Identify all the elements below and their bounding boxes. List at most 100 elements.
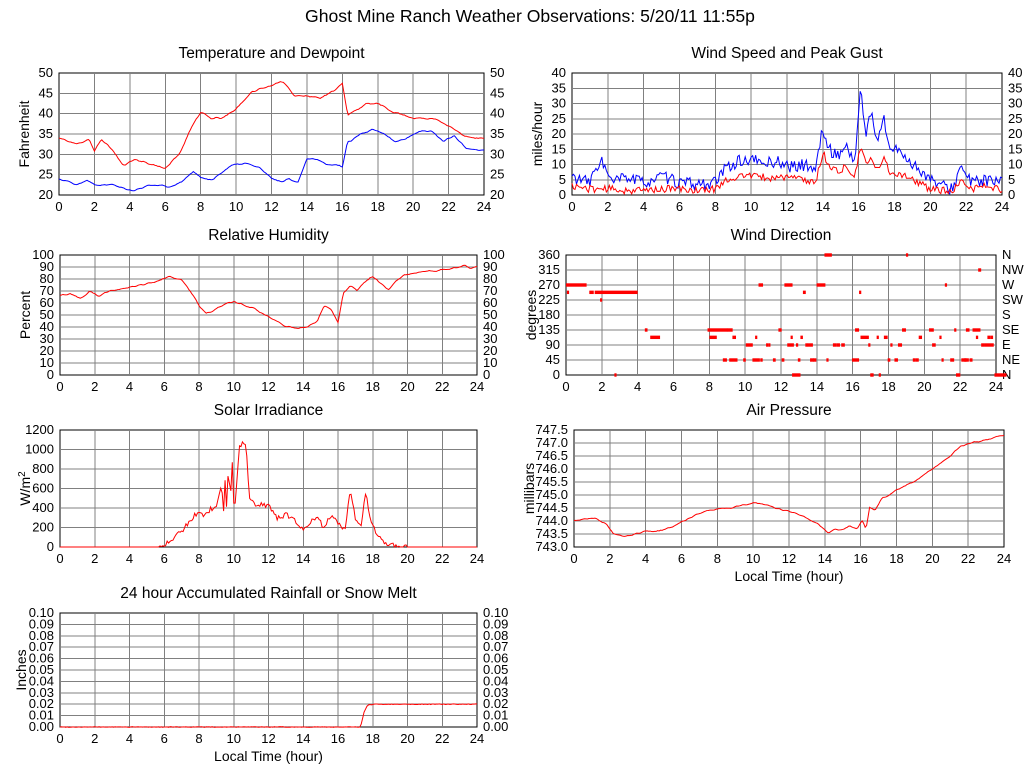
svg-text:20: 20 [39,187,53,202]
svg-text:20: 20 [490,187,504,202]
svg-text:10: 10 [227,379,241,394]
svg-text:18: 18 [889,551,903,566]
svg-text:18: 18 [887,199,901,214]
svg-text:22: 22 [435,379,449,394]
svg-text:8: 8 [195,551,202,566]
svg-text:20: 20 [552,126,566,141]
svg-text:22: 22 [435,731,449,746]
svg-text:8: 8 [714,551,721,566]
svg-text:747.5: 747.5 [535,422,568,437]
svg-text:25: 25 [490,167,504,182]
svg-text:20: 20 [923,199,937,214]
svg-text:16: 16 [853,551,867,566]
svg-text:4: 4 [640,199,647,214]
svg-text:200: 200 [32,520,54,535]
svg-text:600: 600 [32,481,54,496]
svg-text:14: 14 [296,379,310,394]
svg-text:22: 22 [441,199,455,214]
svg-text:16: 16 [845,379,859,394]
svg-text:miles/hour: miles/hour [529,101,545,166]
svg-text:4: 4 [126,379,133,394]
svg-text:4: 4 [634,379,641,394]
svg-text:20: 20 [400,731,414,746]
svg-text:Wind Direction: Wind Direction [731,227,832,244]
svg-text:4: 4 [642,551,649,566]
svg-text:NE: NE [1002,352,1020,367]
svg-text:50: 50 [490,65,504,80]
svg-text:Relative Humidity: Relative Humidity [208,227,329,244]
svg-text:10: 10 [746,551,760,566]
svg-text:20: 20 [1008,126,1022,141]
svg-text:Air Pressure: Air Pressure [746,402,831,419]
svg-text:45: 45 [546,352,560,367]
svg-text:35: 35 [552,80,566,95]
svg-text:4: 4 [126,551,133,566]
svg-text:746.5: 746.5 [535,448,568,463]
svg-text:14: 14 [810,379,824,394]
svg-text:8: 8 [712,199,719,214]
svg-text:225: 225 [538,292,560,307]
svg-text:16: 16 [851,199,865,214]
svg-text:40: 40 [39,106,53,121]
svg-text:14: 14 [296,551,310,566]
svg-text:Local Time (hour): Local Time (hour) [214,748,323,764]
svg-text:1200: 1200 [25,422,54,437]
svg-text:20: 20 [400,551,414,566]
svg-text:18: 18 [881,379,895,394]
svg-text:12: 12 [261,551,275,566]
svg-text:15: 15 [552,141,566,156]
svg-text:747.0: 747.0 [535,435,568,450]
svg-text:135: 135 [538,322,560,337]
svg-text:8: 8 [197,199,204,214]
svg-text:30: 30 [490,146,504,161]
svg-text:100: 100 [483,247,505,262]
svg-text:14: 14 [816,199,830,214]
svg-text:100: 100 [32,247,54,262]
svg-text:0: 0 [56,731,63,746]
svg-text:15: 15 [1008,141,1022,156]
svg-text:10: 10 [227,551,241,566]
svg-text:6: 6 [676,199,683,214]
svg-text:90: 90 [546,337,560,352]
svg-text:N: N [1002,247,1011,262]
svg-text:degrees: degrees [523,290,539,341]
svg-text:50: 50 [39,65,53,80]
svg-text:2: 2 [91,379,98,394]
svg-text:8: 8 [706,379,713,394]
svg-text:2: 2 [606,551,613,566]
svg-text:270: 270 [538,277,560,292]
svg-text:14: 14 [818,551,832,566]
svg-text:0.10: 0.10 [29,605,54,620]
svg-text:0: 0 [55,199,62,214]
svg-text:12: 12 [261,379,275,394]
svg-text:Wind Speed and Peak Gust: Wind Speed and Peak Gust [691,45,883,62]
svg-text:NW: NW [1002,262,1024,277]
svg-text:30: 30 [552,96,566,111]
svg-text:5: 5 [1008,172,1015,187]
svg-text:45: 45 [39,85,53,100]
svg-text:5: 5 [559,172,566,187]
svg-text:24: 24 [995,199,1009,214]
svg-text:14: 14 [300,199,314,214]
svg-text:22: 22 [953,379,967,394]
svg-text:743.5: 743.5 [535,526,568,541]
svg-text:0: 0 [553,367,560,382]
svg-text:35: 35 [490,126,504,141]
svg-text:2: 2 [598,379,605,394]
svg-text:24 hour Accumulated Rainfall o: 24 hour Accumulated Rainfall or Snow Mel… [120,585,417,602]
svg-text:744.5: 744.5 [535,500,568,515]
svg-text:14: 14 [296,731,310,746]
svg-text:25: 25 [39,167,53,182]
svg-text:Temperature and Dewpoint: Temperature and Dewpoint [178,45,365,62]
svg-text:0: 0 [559,187,566,202]
svg-text:16: 16 [335,199,349,214]
svg-text:6: 6 [161,379,168,394]
svg-text:20: 20 [406,199,420,214]
svg-text:35: 35 [39,126,53,141]
svg-text:10: 10 [1008,157,1022,172]
svg-text:0: 0 [56,551,63,566]
svg-text:0: 0 [568,199,575,214]
svg-text:400: 400 [32,500,54,515]
svg-text:746.0: 746.0 [535,461,568,476]
svg-text:0: 0 [56,379,63,394]
